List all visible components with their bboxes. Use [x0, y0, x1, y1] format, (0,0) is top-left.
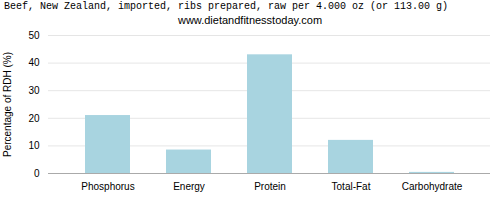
html-text:Beef, New Zealand, imported, r: Beef, New Zealand, imported, ribs prepar… [4, 1, 449, 12]
svg-text:20: 20 [28, 113, 40, 124]
svg-text:Carbohydrate: Carbohydrate [402, 181, 463, 192]
svg-text:Percentage of RDH (%): Percentage of RDH (%) [2, 52, 13, 157]
html-text:www.dietandfitnesstoday.com: www.dietandfitnesstoday.com [178, 14, 322, 26]
svg-text:0: 0 [34, 168, 40, 179]
svg-text:10: 10 [28, 140, 40, 151]
svg-text:Phosphorus: Phosphorus [81, 181, 134, 192]
svg-text:Protein: Protein [254, 181, 286, 192]
svg-text:30: 30 [28, 85, 40, 96]
svg-text:Total-Fat: Total-Fat [332, 181, 371, 192]
svg-text:50: 50 [28, 30, 40, 41]
svg-text:40: 40 [28, 57, 40, 68]
svg-text:Energy: Energy [173, 181, 205, 192]
